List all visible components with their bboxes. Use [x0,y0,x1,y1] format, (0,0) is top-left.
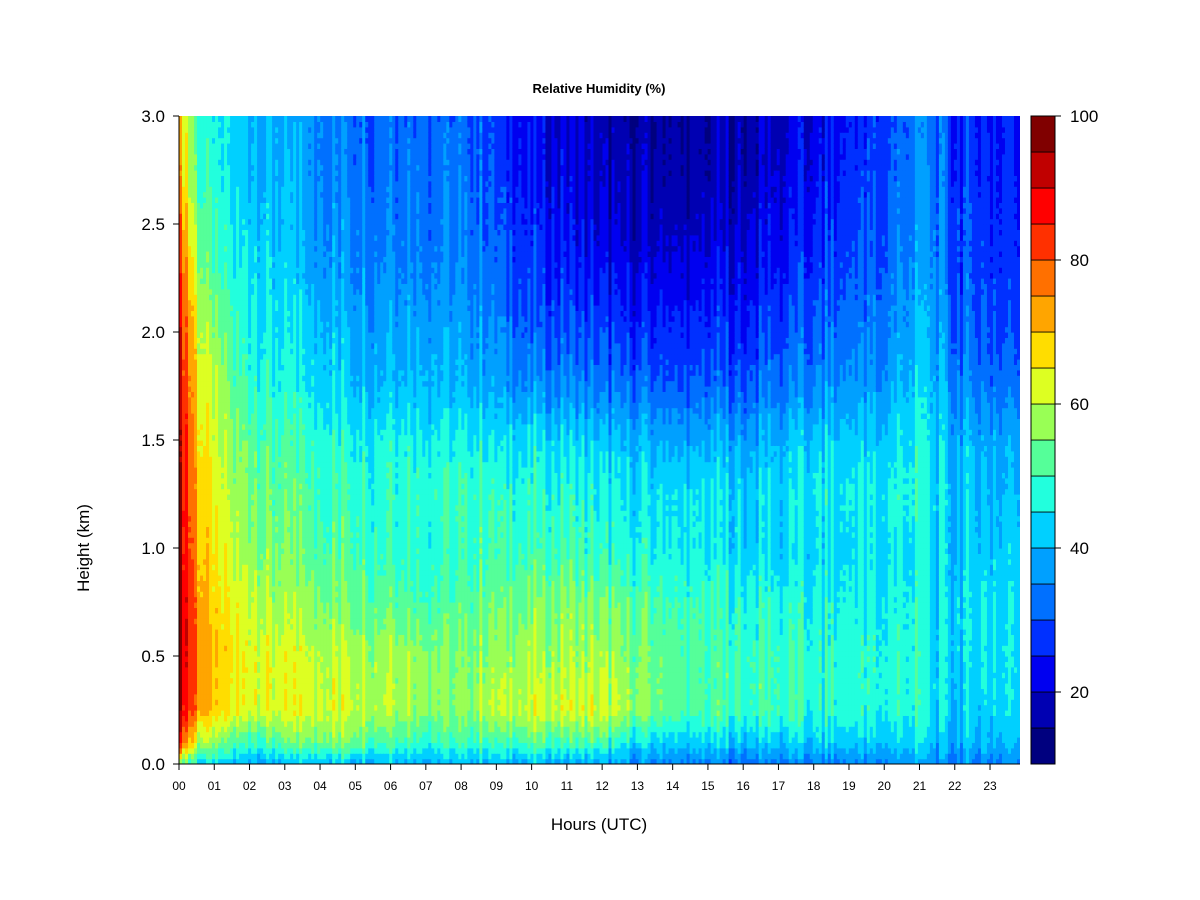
chart-title: Relative Humidity (%) [533,81,666,96]
plot-area [179,116,1021,765]
